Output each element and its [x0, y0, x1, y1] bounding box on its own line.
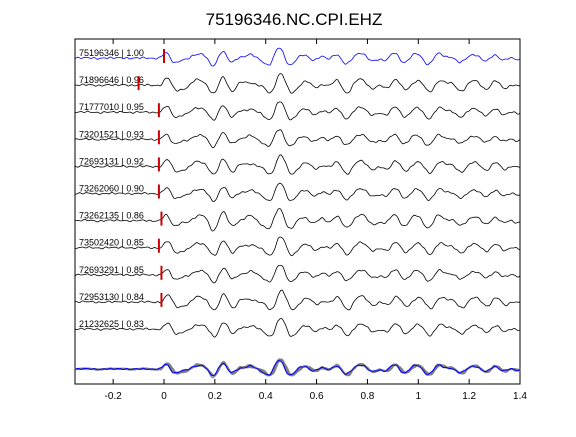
- trace-labels-layer: 75196346 | 1.00 71896646 | 0.96 71777010 |…: [79, 48, 144, 329]
- x-tick-label-3: 0.4: [259, 391, 273, 402]
- trace-10: [75, 318, 521, 338]
- trace-6: [75, 208, 521, 232]
- trace-2: [74, 101, 521, 121]
- trace-label-8: 72693291 | 0.85: [79, 265, 144, 275]
- x-tick-label-8: 1.4: [513, 391, 527, 402]
- trace-label-4: 72693131 | 0.92: [79, 156, 144, 166]
- trace-label-0: 75196346 | 1.00: [79, 48, 144, 58]
- trace-label-6: 73262135 | 0.86: [79, 211, 144, 221]
- trace-label-9: 72953130 | 0.84: [79, 292, 144, 302]
- trace-label-7: 73502420 | 0.85: [79, 238, 144, 248]
- x-tick-label-1: 0: [161, 391, 167, 402]
- trace-5: [74, 182, 521, 203]
- x-tick-label-2: 0.2: [208, 391, 222, 402]
- trace-label-5: 73262060 | 0.90: [79, 184, 144, 194]
- trace-7: [74, 236, 521, 257]
- x-tick-label-7: 1.2: [462, 391, 476, 402]
- trace-label-1: 71896646 | 0.96: [79, 75, 144, 85]
- trace-8: [74, 265, 521, 284]
- trace-0: [74, 47, 521, 67]
- plot-frame: [74, 38, 521, 385]
- trace-1: [74, 73, 521, 94]
- x-tick-label-6: 1: [416, 391, 422, 402]
- stacked-overlay-layer: [74, 358, 521, 379]
- x-tick-label-0: -0.2: [105, 391, 123, 402]
- pick-markers-layer: [137, 49, 165, 307]
- trace-9: [74, 289, 521, 311]
- traces-layer: [74, 47, 521, 338]
- chart-title: 75196346.NC.CPI.EHZ: [206, 10, 383, 29]
- trace-3: [74, 129, 521, 149]
- x-tick-label-5: 0.8: [360, 391, 374, 402]
- x-axis-ticks: -0.2 0 0.2 0.4 0.6 0.8 1 1.2 1.4: [105, 39, 527, 402]
- stack-reference-trace: [74, 360, 521, 377]
- stack-trace-9: [74, 358, 520, 377]
- trace-label-3: 73201521 | 0.93: [79, 129, 144, 139]
- trace-label-2: 71777010 | 0.95: [79, 102, 144, 112]
- trace-4: [74, 154, 521, 175]
- trace-label-10: 21232625 | 0.83: [79, 319, 144, 329]
- x-tick-label-4: 0.6: [310, 391, 324, 402]
